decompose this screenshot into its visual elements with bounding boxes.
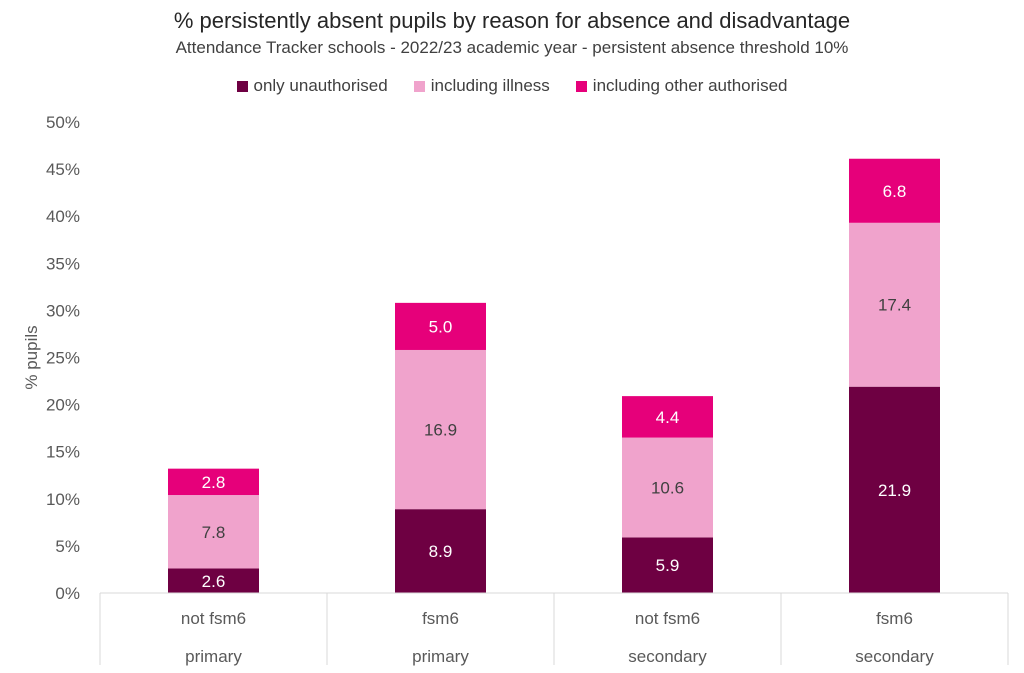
data-label: 16.9 (424, 421, 457, 440)
y-tick-label: 50% (46, 113, 80, 132)
legend-swatch-including-illness (413, 80, 425, 92)
legend-label-including-other-authorised: including other authorised (592, 76, 788, 95)
bar-segment (849, 222, 940, 387)
bar-segment (395, 509, 486, 593)
bar-segment (849, 158, 940, 223)
x-group-label: primary (412, 647, 469, 666)
chart-title: % persistently absent pupils by reason f… (173, 8, 851, 33)
legend-label-only-unauthorised: only unauthorised (253, 76, 388, 95)
legend-item-including-illness: including illness (413, 76, 550, 96)
y-tick-label: 45% (46, 160, 80, 179)
data-label: 2.6 (202, 572, 226, 591)
x-tick-label: not fsm6 (635, 609, 700, 628)
data-label: 6.8 (883, 182, 907, 201)
x-group-label: secondary (628, 647, 707, 666)
data-label: 17.4 (878, 296, 911, 315)
data-label: 10.6 (651, 478, 684, 497)
bar-segment (622, 537, 713, 593)
bar-segment (168, 468, 259, 496)
bar-segment (168, 568, 259, 593)
chart-legend: only unauthorised including illness incl… (0, 76, 1024, 96)
bar-segment (395, 302, 486, 350)
legend-item-only-unauthorised: only unauthorised (236, 76, 388, 96)
data-label: 5.0 (429, 317, 453, 336)
data-label: 2.8 (202, 473, 226, 492)
bar-segment (622, 396, 713, 438)
y-tick-label: 20% (46, 396, 80, 415)
y-tick-label: 10% (46, 490, 80, 509)
y-tick-label: 15% (46, 443, 80, 462)
bar-segment (849, 386, 940, 593)
x-tick-label: fsm6 (422, 609, 459, 628)
y-tick-label: 0% (55, 584, 80, 603)
x-tick-label: not fsm6 (181, 609, 246, 628)
y-axis-label: % pupils (22, 325, 41, 389)
bar-segment (622, 437, 713, 538)
y-tick-label: 5% (55, 537, 80, 556)
x-group-label: primary (185, 647, 242, 666)
data-label: 8.9 (429, 542, 453, 561)
x-group-label: secondary (855, 647, 934, 666)
data-label: 21.9 (878, 481, 911, 500)
y-tick-label: 30% (46, 301, 80, 320)
y-tick-label: 40% (46, 207, 80, 226)
chart-subtitle: Attendance Tracker schools - 2022/23 aca… (175, 38, 849, 57)
data-label: 5.9 (656, 556, 680, 575)
bar-segment (395, 349, 486, 510)
data-label: 4.4 (656, 408, 680, 427)
data-label: 7.8 (202, 523, 226, 542)
legend-label-including-illness: including illness (430, 76, 550, 95)
bar-segment (168, 495, 259, 569)
x-tick-label: fsm6 (876, 609, 913, 628)
legend-swatch-including-other-authorised (575, 80, 587, 92)
y-tick-label: 25% (46, 349, 80, 368)
y-tick-label: 35% (46, 254, 80, 273)
legend-swatch-only-unauthorised (236, 80, 248, 92)
legend-item-including-other-authorised: including other authorised (575, 76, 788, 96)
